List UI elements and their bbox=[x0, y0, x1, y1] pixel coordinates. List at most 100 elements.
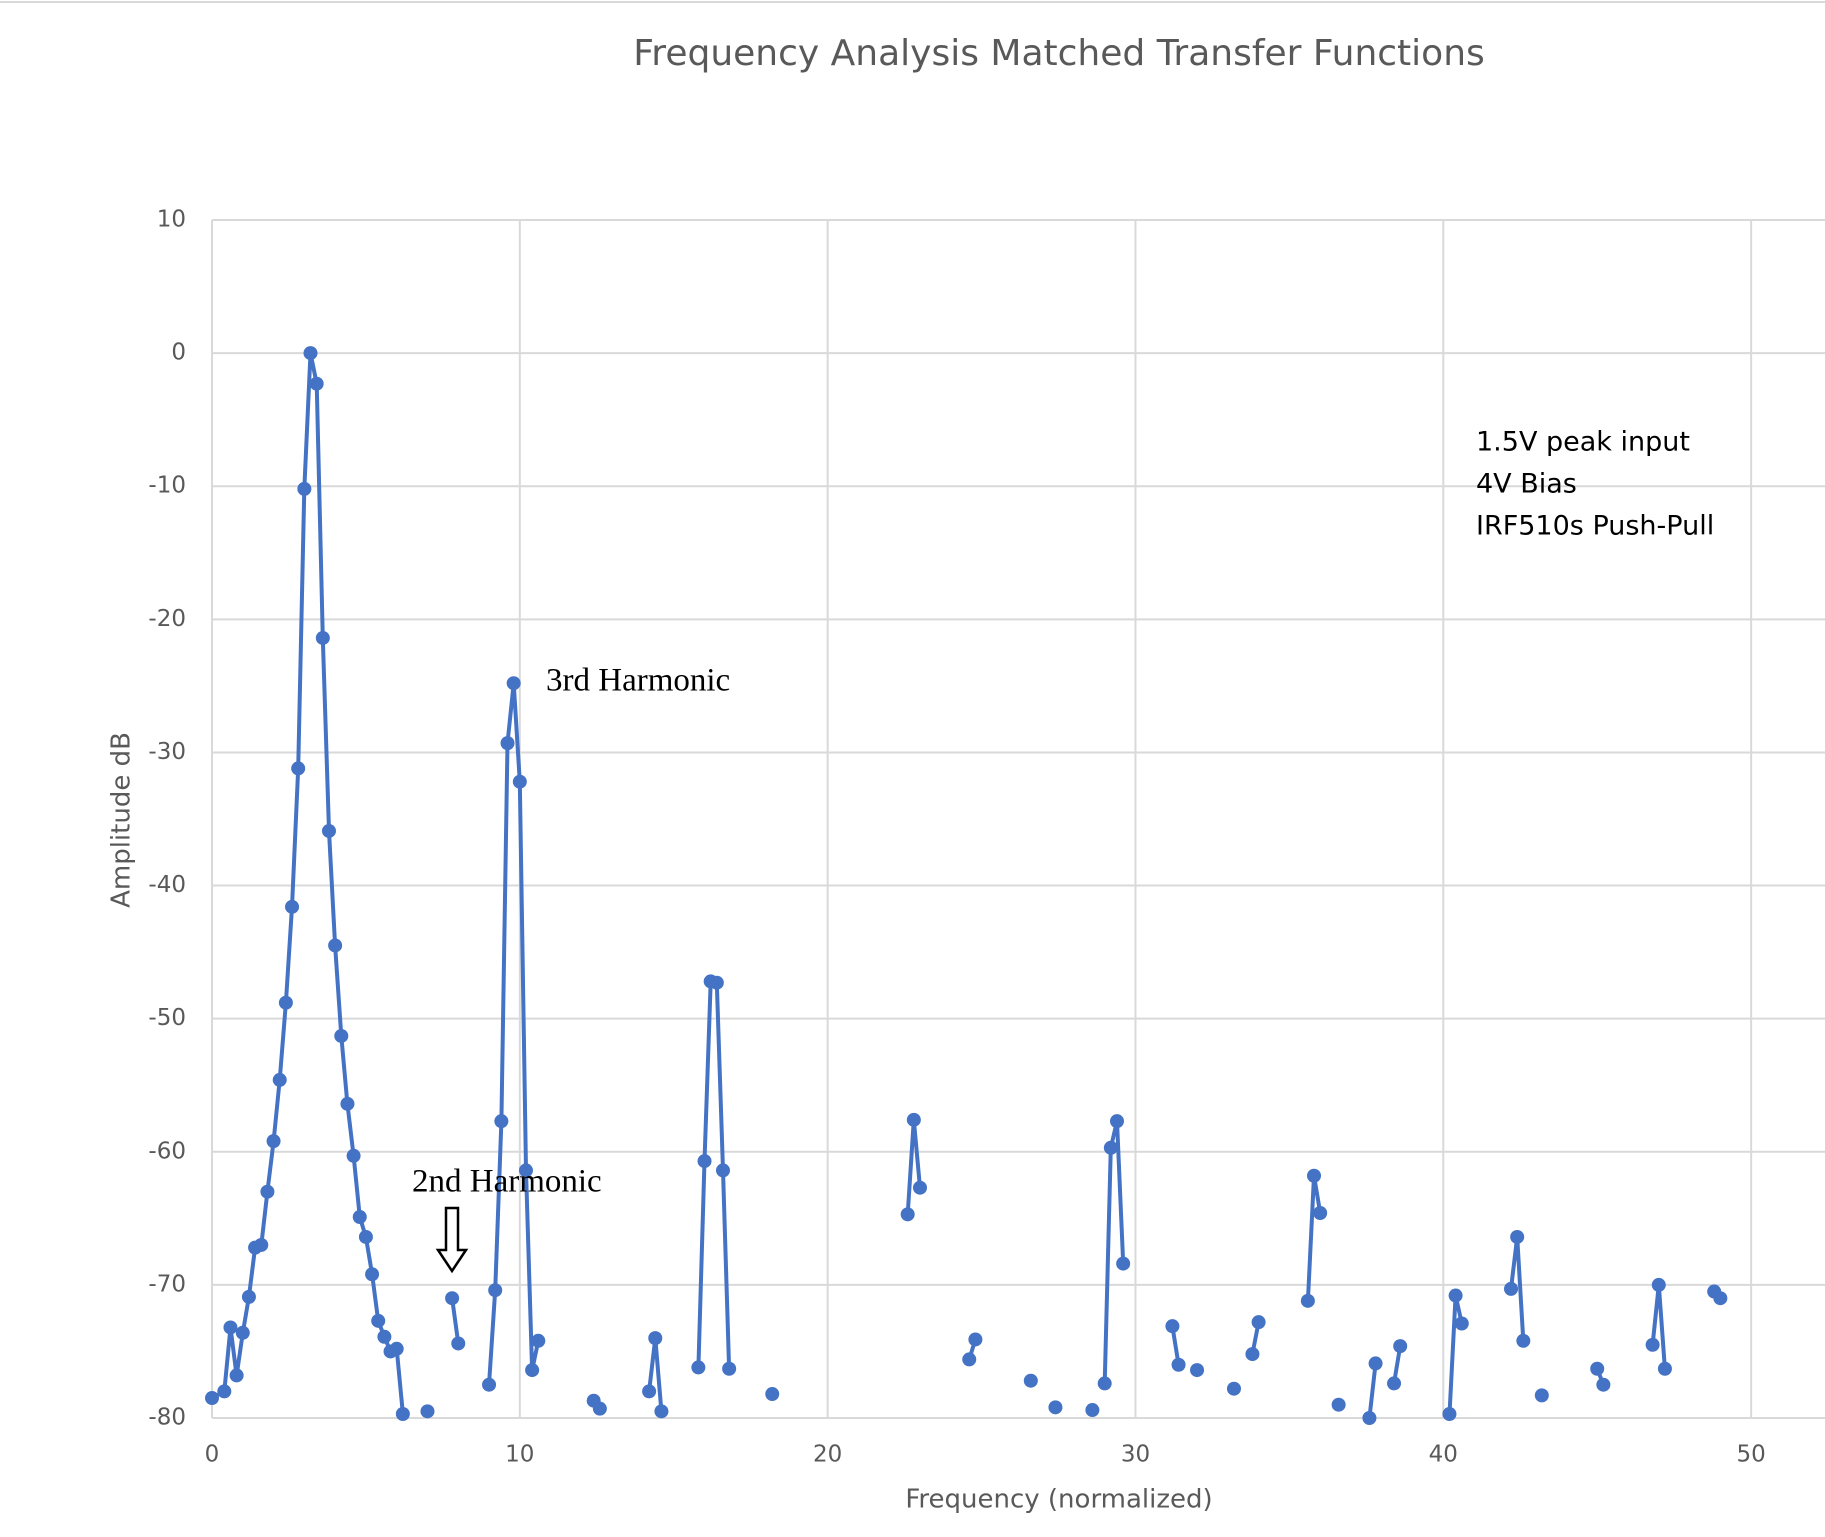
data-point bbox=[1448, 1288, 1463, 1303]
data-point bbox=[506, 676, 521, 691]
data-point bbox=[358, 1229, 373, 1244]
data-point bbox=[765, 1387, 780, 1402]
data-point bbox=[1110, 1114, 1125, 1129]
data-point bbox=[525, 1363, 540, 1378]
data-point bbox=[900, 1207, 915, 1222]
y-tick-label: -40 bbox=[148, 872, 186, 898]
data-point bbox=[500, 736, 515, 751]
x-tick-label: 40 bbox=[1429, 1442, 1458, 1468]
data-point bbox=[494, 1114, 509, 1129]
data-point bbox=[906, 1112, 921, 1127]
data-point bbox=[691, 1360, 706, 1375]
data-point bbox=[291, 761, 306, 776]
data-point bbox=[229, 1368, 244, 1383]
data-point bbox=[488, 1283, 503, 1298]
data-point bbox=[328, 938, 343, 953]
data-point bbox=[912, 1180, 927, 1195]
x-tick-label: 50 bbox=[1736, 1442, 1765, 1468]
chart-title: Frequency Analysis Matched Transfer Func… bbox=[633, 33, 1485, 74]
data-point bbox=[592, 1401, 607, 1416]
data-point bbox=[1534, 1388, 1549, 1403]
arrow bbox=[435, 1206, 469, 1274]
data-point bbox=[1362, 1411, 1377, 1425]
data-point bbox=[420, 1404, 435, 1419]
data-point bbox=[1387, 1376, 1402, 1391]
data-point bbox=[962, 1352, 977, 1367]
data-point bbox=[303, 346, 318, 361]
data-point bbox=[968, 1332, 983, 1347]
data-point bbox=[266, 1134, 281, 1149]
x-tick-label: 30 bbox=[1121, 1442, 1150, 1468]
x-tick-label: 0 bbox=[205, 1442, 220, 1468]
data-point bbox=[715, 1163, 730, 1178]
data-point bbox=[1226, 1381, 1241, 1396]
data-point bbox=[1651, 1277, 1666, 1292]
y-tick-label: -60 bbox=[148, 1138, 186, 1164]
note: 1.5V peak input bbox=[1476, 427, 1690, 458]
data-point bbox=[1116, 1256, 1131, 1271]
data-point bbox=[697, 1154, 712, 1169]
data-point bbox=[1713, 1291, 1728, 1306]
data-point bbox=[346, 1148, 361, 1163]
data-point bbox=[285, 899, 300, 914]
data-point bbox=[340, 1096, 355, 1111]
data-point bbox=[451, 1336, 466, 1351]
data-point bbox=[272, 1072, 287, 1087]
data-point bbox=[321, 823, 336, 838]
data-point bbox=[1313, 1206, 1328, 1221]
data-point bbox=[377, 1329, 392, 1344]
data-point bbox=[1097, 1376, 1112, 1391]
y-tick-label: -70 bbox=[148, 1271, 186, 1297]
data-point bbox=[1171, 1357, 1186, 1372]
data-point bbox=[1442, 1407, 1457, 1422]
data-point bbox=[1510, 1229, 1525, 1244]
data-point bbox=[395, 1407, 410, 1422]
data-point bbox=[1251, 1315, 1266, 1330]
data-point bbox=[1245, 1347, 1260, 1362]
y-axis-label: Amplitude dB bbox=[107, 732, 137, 908]
data-point bbox=[334, 1028, 349, 1043]
data-point bbox=[254, 1237, 269, 1252]
data-point bbox=[217, 1384, 232, 1399]
data-point bbox=[278, 995, 293, 1010]
x-tick-label: 20 bbox=[813, 1442, 842, 1468]
data-point bbox=[642, 1384, 657, 1399]
data-point bbox=[1023, 1373, 1038, 1388]
data-point bbox=[205, 1391, 219, 1406]
data-point bbox=[371, 1313, 386, 1328]
y-tick-label: 10 bbox=[157, 207, 186, 233]
data-point bbox=[1657, 1361, 1672, 1376]
data-point bbox=[1190, 1363, 1205, 1378]
y-tick-label: -10 bbox=[148, 473, 186, 499]
data-point bbox=[1048, 1400, 1063, 1415]
data-point bbox=[1645, 1337, 1660, 1352]
data-point bbox=[648, 1331, 663, 1346]
data-point bbox=[1300, 1293, 1315, 1308]
data-point bbox=[297, 481, 312, 496]
data-point bbox=[1393, 1339, 1408, 1354]
data-point bbox=[223, 1320, 238, 1335]
x-axis-label: Frequency (normalized) bbox=[905, 1485, 1212, 1515]
y-tick-label: -30 bbox=[148, 739, 186, 765]
data-point bbox=[1454, 1316, 1469, 1331]
y-tick-label: 0 bbox=[171, 340, 186, 366]
y-tick-label: -50 bbox=[148, 1005, 186, 1031]
data-point bbox=[1504, 1281, 1519, 1296]
data-point bbox=[309, 376, 324, 391]
y-tick-label: -80 bbox=[148, 1405, 186, 1431]
y-tick-label: -20 bbox=[148, 606, 186, 632]
data-point bbox=[445, 1291, 460, 1306]
annotation: 2nd Harmonic bbox=[412, 1164, 602, 1200]
x-tick-label: 10 bbox=[505, 1442, 534, 1468]
data-point bbox=[241, 1289, 256, 1304]
data-point bbox=[1165, 1319, 1180, 1334]
data-point bbox=[260, 1184, 275, 1199]
data-point bbox=[722, 1361, 737, 1376]
data-point bbox=[1596, 1377, 1611, 1392]
data-point bbox=[1516, 1333, 1531, 1348]
data-point bbox=[365, 1267, 380, 1282]
data-point bbox=[235, 1325, 250, 1340]
data-point bbox=[1085, 1403, 1100, 1418]
data-point bbox=[531, 1333, 546, 1348]
